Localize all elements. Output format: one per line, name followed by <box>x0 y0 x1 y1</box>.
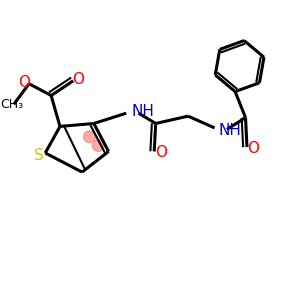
Circle shape <box>83 131 95 142</box>
Text: O: O <box>155 146 167 160</box>
Text: NH: NH <box>131 103 154 118</box>
Text: CH₃: CH₃ <box>1 98 24 111</box>
Text: O: O <box>248 141 260 156</box>
Text: S: S <box>34 148 44 163</box>
Circle shape <box>92 140 104 152</box>
Text: O: O <box>18 75 30 90</box>
Text: O: O <box>73 72 85 87</box>
Text: NH: NH <box>218 123 241 138</box>
